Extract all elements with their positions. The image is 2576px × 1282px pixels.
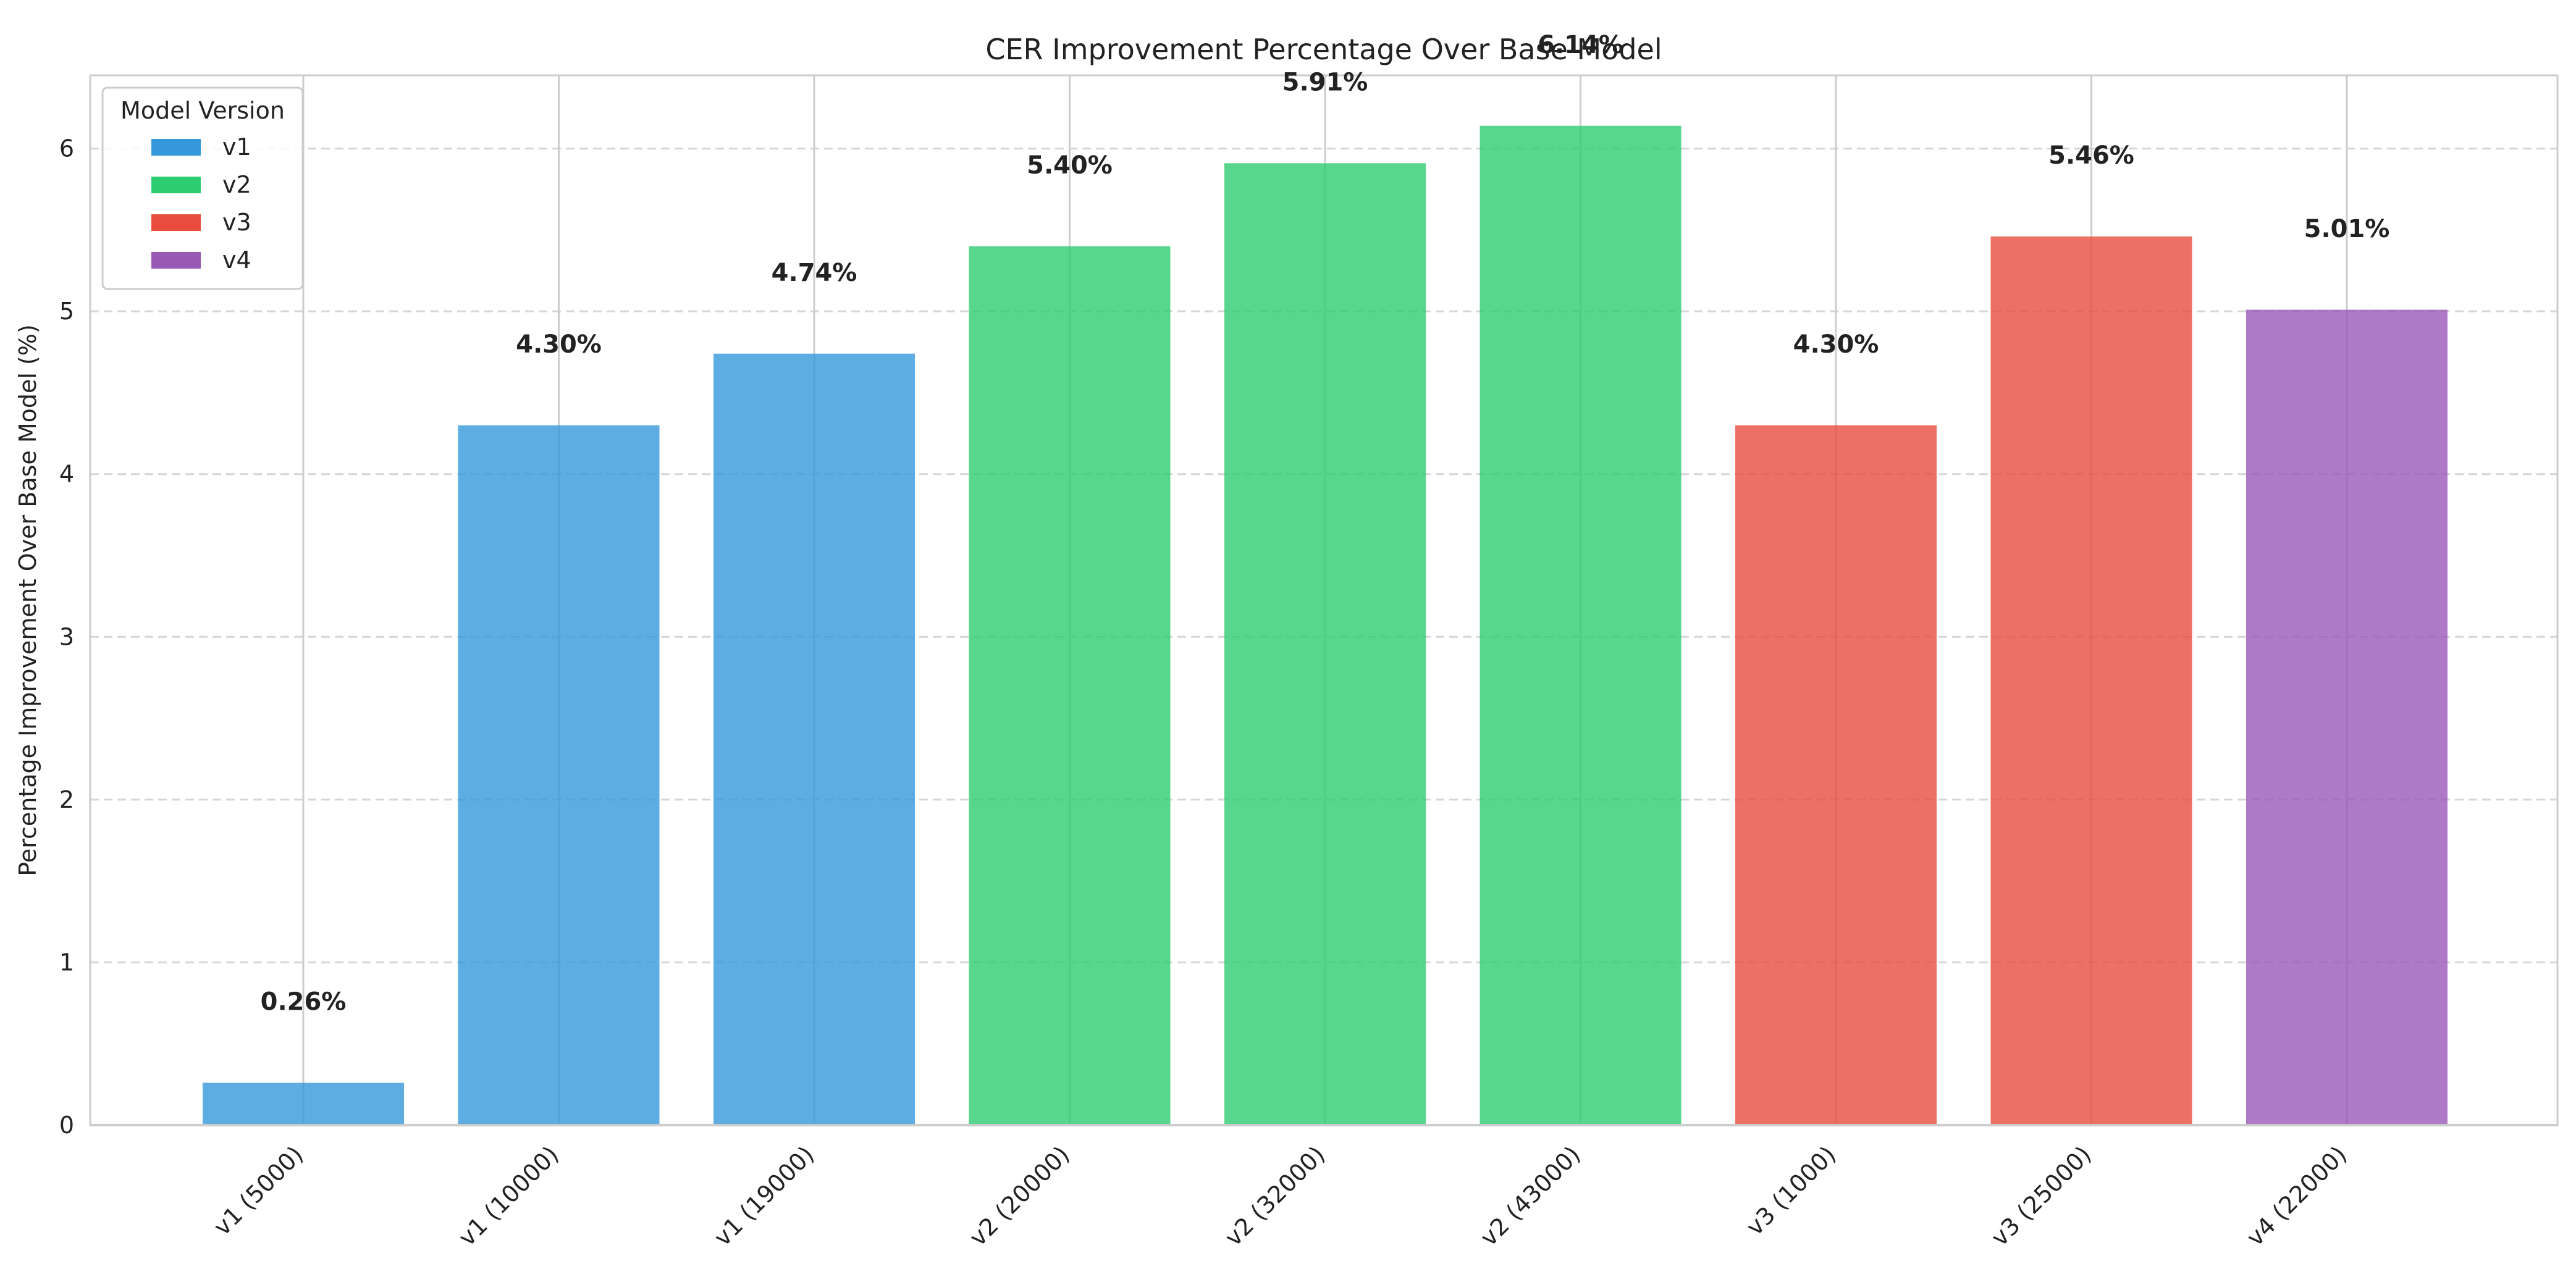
legend-label-v3: v3 [222,209,251,236]
bar [969,246,1171,1126]
bar-value-label: 4.30% [516,330,602,359]
labels-layer: 0.26% 4.30% 4.74% 5.40% 5.91% 6.14% 4.30% 5.46%… [261,31,2390,1016]
bar [1224,163,1426,1126]
bar-value-label: 0.26% [261,988,347,1016]
y-tick-label: 0 [59,1112,74,1139]
bar [2246,309,2448,1125]
legend-title: Model Version [120,97,285,124]
legend-box [101,86,304,290]
bar-value-label: 4.30% [1793,330,1879,359]
legend-label-v2: v2 [222,171,251,198]
legend-label-v1: v1 [222,133,251,161]
legend-swatch-v4 [151,252,201,269]
legend-swatch-v1 [151,139,201,156]
bar [458,425,660,1125]
bar-value-label: 5.40% [1027,151,1113,180]
bar [203,1083,404,1125]
x-tick-label: v1 (5000) [208,1141,308,1241]
legend-label-v4: v4 [222,246,251,274]
x-tick-label: v2 (32000) [1219,1141,1330,1251]
x-tick-label: v3 (1000) [1741,1141,1841,1241]
bar-value-label: 4.74% [772,259,857,287]
legend-swatch-v3 [151,214,201,231]
bar-value-label: 6.14% [1538,31,1623,59]
x-tick-label: v4 (22000) [2241,1141,2352,1251]
y-tick-label: 4 [59,461,74,488]
legend-swatch-v2 [151,177,201,193]
y-tick-label: 6 [59,135,74,162]
x-tick-label: v2 (20000) [964,1141,1075,1251]
y-axis-label: Percentage Improvement Over Base Model (… [14,324,41,876]
legend-entries: v1 v2 v3 v4 [151,133,251,274]
bar-value-label: 5.01% [2304,215,2390,243]
y-tick-label: 5 [59,298,74,325]
y-tick-label: 2 [59,786,74,813]
bar [1990,236,2192,1126]
legend: Model Version v1 v2 v3 v4 [101,86,304,290]
x-tick-label: v1 (19000) [709,1141,819,1251]
bar [1480,125,1682,1125]
y-tick-label: 1 [59,949,74,976]
bar [713,353,915,1125]
bar-value-label: 5.91% [1282,69,1368,97]
bar [1735,425,1937,1125]
x-tick-label: v1 (10000) [453,1141,564,1251]
bar-value-label: 5.46% [2048,141,2134,170]
y-tick-label: 3 [59,623,74,650]
x-tick-label: v3 (25000) [1986,1141,2097,1251]
chart-title: CER Improvement Percentage Over Base Mod… [985,33,1662,66]
x-tick-label: v2 (43000) [1475,1141,1586,1251]
bars-layer [203,125,2448,1126]
